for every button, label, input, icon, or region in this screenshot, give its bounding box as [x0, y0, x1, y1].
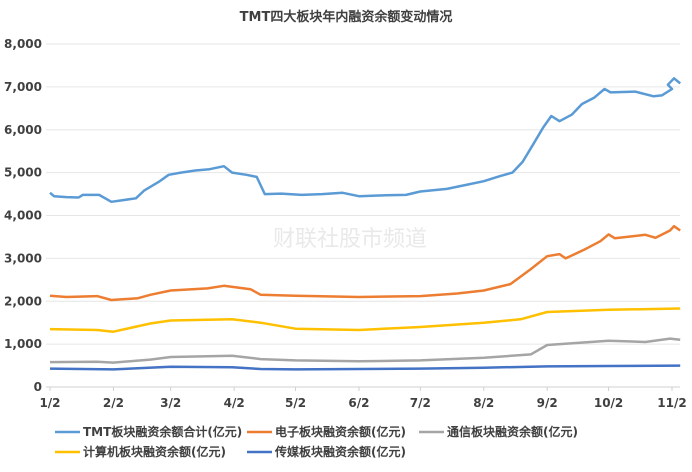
x-tick-label: 11/2 [657, 396, 686, 410]
series-line-1 [49, 224, 681, 302]
y-tick-label: 0 [34, 380, 42, 394]
legend-item-2: 通信板块融资余额(亿元) [419, 424, 578, 439]
legend-item-4: 传媒板块融资余额(亿元) [247, 444, 406, 459]
x-tick-label: 10/2 [594, 396, 623, 410]
chart-title: TMT四大板块年内融资余额变动情况 [240, 9, 453, 25]
x-tick-label: 4/2 [224, 396, 245, 410]
series-line-4 [49, 364, 681, 371]
x-tick-label: 3/2 [160, 396, 181, 410]
y-tick-label: 1,000 [4, 337, 42, 351]
x-tick-label: 7/2 [410, 396, 431, 410]
series-line-2 [49, 337, 681, 364]
x-tick-label: 8/2 [473, 396, 494, 410]
legend-label: 通信板块融资余额(亿元) [447, 424, 578, 439]
watermark: 财联社股市频道 [273, 227, 427, 252]
x-tick-label: 6/2 [348, 396, 369, 410]
series-line-3 [49, 307, 681, 333]
x-tick-label: 5/2 [285, 396, 306, 410]
y-tick-label: 7,000 [4, 80, 42, 94]
legend-label: TMT板块融资余额合计(亿元) [83, 424, 242, 439]
y-tick-label: 3,000 [4, 251, 42, 265]
legend-label: 传媒板块融资余额(亿元) [274, 444, 406, 459]
x-tick-label: 1/2 [39, 396, 60, 410]
legend-item-1: 电子板块融资余额(亿元) [247, 424, 406, 439]
legend-label: 电子板块融资余额(亿元) [275, 424, 406, 439]
y-tick-label: 2,000 [4, 294, 42, 308]
legend-item-3: 计算机板块融资余额(亿元) [55, 444, 226, 459]
y-tick-label: 4,000 [4, 209, 42, 223]
x-tick-label: 9/2 [537, 396, 558, 410]
legend-label: 计算机板块融资余额(亿元) [83, 444, 226, 459]
y-tick-label: 6,000 [4, 123, 42, 137]
legend-item-0: TMT板块融资余额合计(亿元) [55, 424, 242, 439]
y-tick-label: 8,000 [4, 37, 42, 51]
y-tick-label: 5,000 [4, 166, 42, 180]
x-tick-label: 2/2 [103, 396, 124, 410]
series-line-0 [49, 77, 681, 204]
